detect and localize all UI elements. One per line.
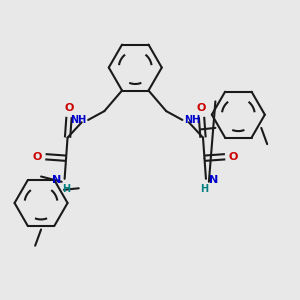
Text: NH: NH (184, 115, 200, 125)
Text: O: O (33, 152, 42, 162)
Text: N: N (209, 175, 219, 185)
Text: N: N (52, 175, 61, 185)
Text: H: H (200, 184, 208, 194)
Text: O: O (229, 152, 238, 162)
Text: O: O (64, 103, 74, 113)
Text: H: H (62, 184, 70, 194)
Text: NH: NH (70, 115, 87, 125)
Text: O: O (197, 103, 206, 113)
